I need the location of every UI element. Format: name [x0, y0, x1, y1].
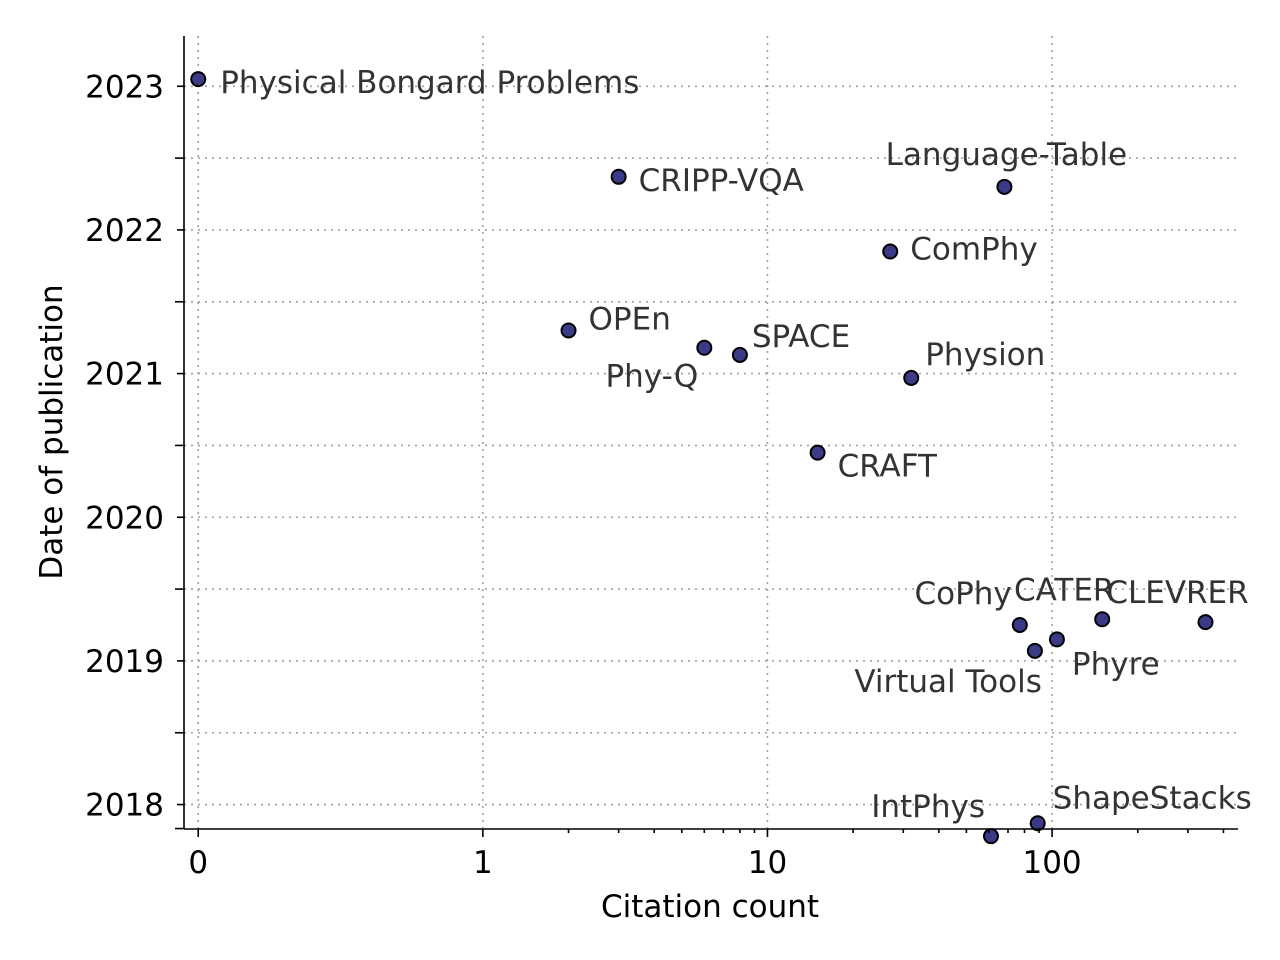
- point-label: CRIPP-VQA: [639, 163, 804, 199]
- point-label: Phyre: [1072, 646, 1160, 682]
- data-point: [1011, 617, 1028, 634]
- point-labels: Physical Bongard Problems CRIPP-VQA Langua…: [220, 65, 1252, 825]
- data-point: [1048, 631, 1065, 648]
- data-point: [809, 444, 826, 461]
- point-label: OPEn: [589, 302, 671, 338]
- data-point: [731, 346, 748, 363]
- point-label: Language-Table: [886, 137, 1128, 173]
- point-label: ShapeStacks: [1053, 780, 1252, 816]
- y-tick-label: 2020: [85, 500, 164, 536]
- data-point: [1029, 815, 1046, 832]
- x-axis-title: Citation count: [601, 889, 819, 925]
- data-point: [996, 178, 1013, 195]
- y-axis-title: Date of publication: [34, 284, 70, 579]
- data-point: [882, 243, 899, 260]
- point-label: Physion: [925, 337, 1045, 373]
- point-label: IntPhys: [871, 789, 985, 825]
- x-tick-label: 10: [748, 845, 787, 881]
- grid: [184, 36, 1238, 829]
- point-label: CLEVRER: [1106, 575, 1248, 611]
- point-label: Phy-Q: [605, 359, 698, 395]
- data-point: [1026, 642, 1043, 659]
- data-points: [190, 71, 1214, 845]
- y-tick-label: 2018: [85, 788, 164, 824]
- point-label: ComPhy: [910, 231, 1038, 267]
- data-point: [610, 168, 627, 185]
- x-tick-label: 1: [473, 845, 493, 881]
- axes: 2018 2019 2020 2021 2022 2023 0 1 10 100: [85, 36, 1238, 881]
- point-label: CoPhy: [914, 576, 1011, 612]
- data-point: [982, 828, 999, 845]
- point-label: CRAFT: [838, 449, 938, 485]
- x-tick-label: 100: [1022, 845, 1081, 881]
- x-tick-label: 0: [188, 845, 208, 881]
- data-point: [696, 339, 713, 356]
- data-point: [560, 322, 577, 339]
- point-label: SPACE: [752, 319, 850, 355]
- point-label: Virtual Tools: [854, 664, 1042, 700]
- point-label: CATER: [1014, 572, 1115, 608]
- data-point: [1197, 614, 1214, 631]
- data-point: [1094, 611, 1111, 628]
- point-label: Physical Bongard Problems: [220, 65, 639, 101]
- data-point: [190, 71, 207, 88]
- y-tick-label: 2022: [85, 213, 164, 249]
- y-tick-label: 2021: [85, 357, 164, 393]
- y-tick-label: 2019: [85, 644, 164, 680]
- y-tick-label: 2023: [85, 69, 164, 105]
- data-point: [903, 369, 920, 386]
